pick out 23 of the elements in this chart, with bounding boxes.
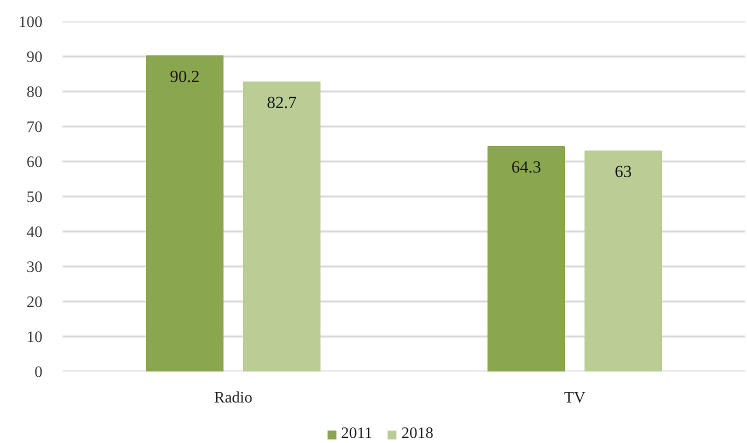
y-tick-label: 10 bbox=[26, 329, 42, 346]
y-tick-label: 90 bbox=[26, 49, 42, 66]
bar bbox=[584, 150, 662, 372]
x-tick-label: TV bbox=[564, 390, 586, 406]
y-tick-label: 40 bbox=[26, 224, 42, 241]
y-tick-label: 20 bbox=[26, 294, 42, 311]
data-label: 64.3 bbox=[511, 157, 542, 176]
bar bbox=[242, 82, 320, 372]
bar bbox=[488, 146, 566, 372]
y-tick-label: 0 bbox=[34, 364, 42, 381]
legend-label: 2011 bbox=[341, 425, 372, 443]
data-label: 90.2 bbox=[170, 66, 200, 86]
y-tick-label: 100 bbox=[18, 14, 42, 31]
y-tick-label: 50 bbox=[26, 189, 42, 206]
y-tick-label: 60 bbox=[26, 154, 42, 171]
y-tick-label: 30 bbox=[26, 259, 42, 276]
data-label: 63 bbox=[614, 162, 632, 181]
y-tick-label: 80 bbox=[26, 84, 42, 101]
y-tick-label: 70 bbox=[26, 119, 42, 136]
legend-label: 2018 bbox=[401, 425, 434, 443]
data-label: 82.7 bbox=[266, 93, 298, 112]
x-tick-label: Radio bbox=[214, 390, 252, 406]
bar bbox=[146, 55, 224, 372]
